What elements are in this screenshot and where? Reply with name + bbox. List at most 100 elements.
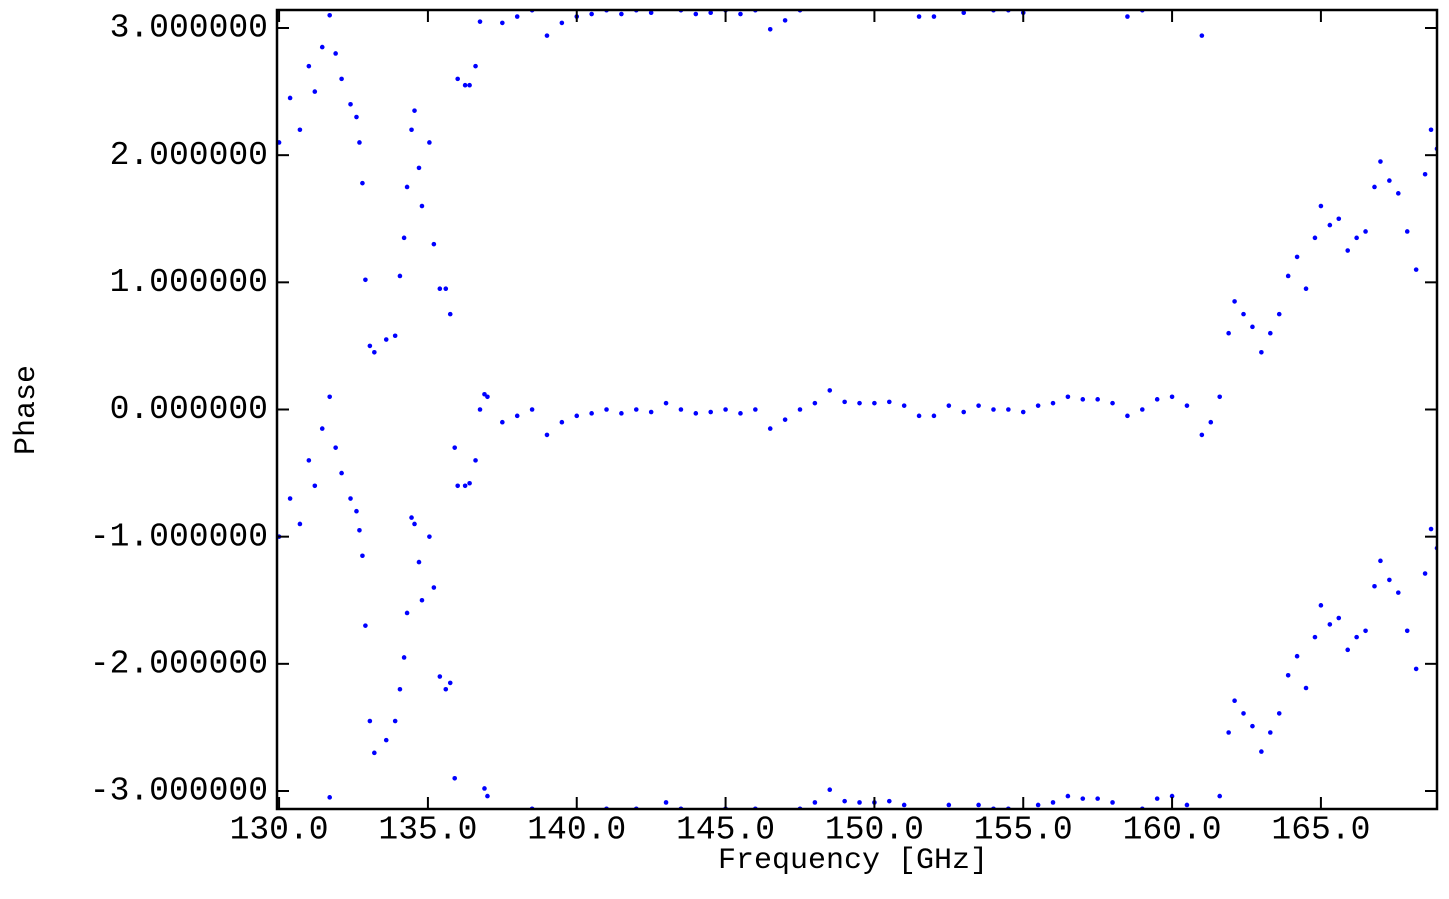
y-tick-label: 3.000000: [110, 10, 268, 47]
point: [348, 102, 353, 107]
point: [419, 597, 425, 603]
point: [455, 483, 460, 489]
point: [901, 802, 907, 808]
point: [1268, 730, 1273, 735]
point: [452, 775, 458, 781]
point: [1051, 2, 1056, 7]
point: [404, 184, 410, 190]
point: [559, 419, 565, 425]
point: [473, 458, 478, 463]
point: [397, 686, 403, 692]
point: [1404, 229, 1410, 234]
point: [447, 680, 453, 686]
point: [842, 0, 847, 5]
point: [723, 407, 728, 412]
point: [1169, 394, 1175, 400]
point: [392, 333, 398, 339]
point: [1095, 397, 1100, 402]
point: [1154, 397, 1160, 402]
point: [1413, 267, 1419, 272]
point: [392, 718, 398, 724]
point: [886, 798, 892, 804]
y-tick-label: 0.000000: [110, 391, 268, 428]
point: [397, 273, 403, 279]
point: [306, 63, 312, 69]
plot-frame: [275, 8, 1439, 811]
point: [427, 140, 432, 145]
point: [357, 528, 362, 533]
point: [339, 470, 344, 476]
point: [1294, 254, 1300, 260]
point: [1354, 235, 1359, 241]
point: [319, 426, 325, 431]
point: [932, 813, 937, 818]
point: [916, 14, 922, 19]
point: [1095, 0, 1100, 2]
point: [485, 394, 490, 400]
point: [500, 819, 505, 824]
point: [1372, 184, 1377, 190]
point: [363, 277, 368, 283]
point: [1226, 730, 1231, 735]
point: [1312, 235, 1318, 241]
point: [708, 10, 713, 16]
point: [1387, 577, 1392, 583]
point: [1378, 159, 1383, 164]
point: [1241, 311, 1246, 317]
point: [1155, 0, 1160, 2]
point: [1110, 800, 1115, 805]
x-axis-label: Frequency [GHz]: [718, 844, 988, 878]
point: [544, 432, 550, 438]
x-tick-label: 135.0: [378, 812, 477, 849]
point: [976, 802, 981, 808]
point: [477, 19, 483, 24]
point: [1110, 400, 1115, 406]
point: [401, 235, 407, 241]
point: [1125, 14, 1130, 19]
point: [287, 95, 293, 101]
point: [1035, 802, 1041, 808]
point: [467, 480, 472, 486]
point: [1268, 330, 1273, 336]
point: [372, 349, 377, 355]
point: [767, 26, 773, 32]
point: [1020, 409, 1026, 415]
point: [401, 655, 407, 660]
point: [409, 127, 414, 133]
point: [333, 445, 338, 450]
point: [404, 610, 410, 616]
point: [1241, 711, 1246, 716]
point: [1327, 222, 1333, 228]
point: [1428, 526, 1434, 532]
point: [1199, 33, 1205, 38]
point: [443, 686, 449, 692]
point: [500, 419, 505, 425]
point: [1184, 802, 1190, 808]
point: [485, 793, 490, 799]
point: [1428, 127, 1434, 133]
point: [589, 11, 594, 17]
point: [431, 241, 437, 247]
plot-area: [277, 0, 1437, 824]
point: [1363, 229, 1368, 234]
point: [976, 403, 981, 408]
point: [467, 82, 472, 88]
point: [1413, 666, 1419, 672]
point: [767, 426, 773, 431]
point: [437, 674, 443, 679]
point: [1185, 4, 1190, 9]
point: [663, 400, 669, 406]
y-axis-label: Phase: [10, 365, 44, 455]
point: [1285, 672, 1291, 678]
point: [419, 203, 425, 209]
point: [872, 400, 877, 406]
point: [1259, 749, 1264, 754]
point: [678, 407, 684, 412]
point: [312, 483, 318, 489]
x-tick-label: 160.0: [1123, 812, 1222, 849]
point: [902, 4, 907, 9]
point: [1345, 647, 1351, 653]
point: [482, 786, 487, 791]
point: [813, 2, 818, 7]
